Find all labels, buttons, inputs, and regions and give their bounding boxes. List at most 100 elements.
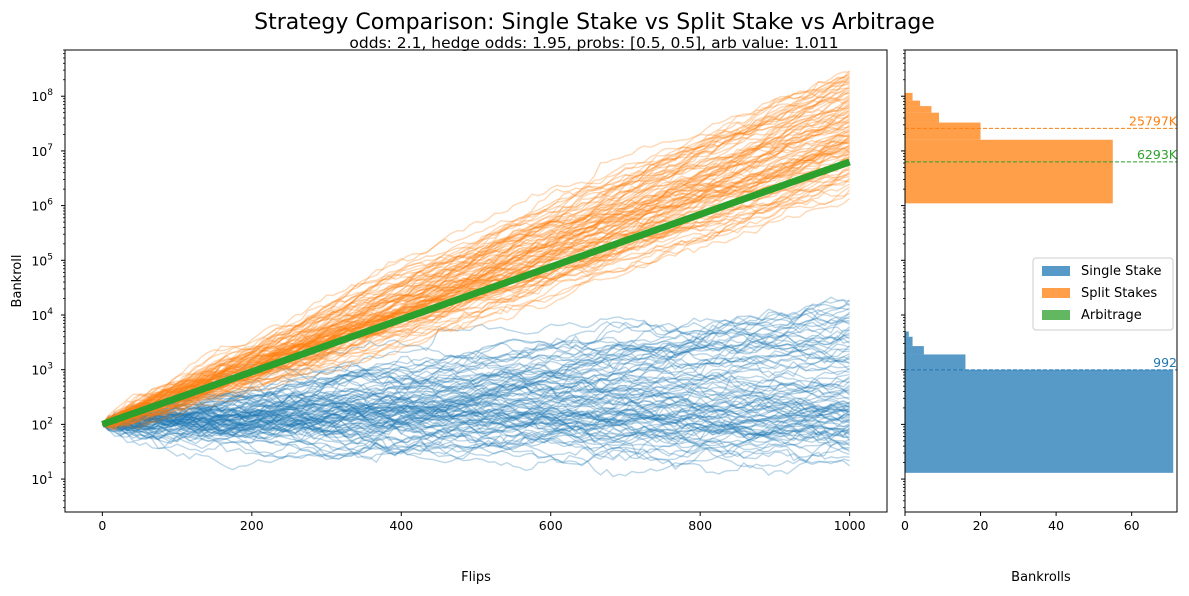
split-stakes-path [101, 134, 850, 425]
split-stakes-path [102, 71, 850, 426]
hist-y-ticks [901, 49, 905, 509]
single-stake-path [102, 315, 850, 428]
split-stakes-path [101, 120, 850, 425]
split-stakes-path [102, 179, 850, 426]
split-stakes-path [102, 81, 850, 426]
single-stake-path [102, 399, 851, 442]
single-stake-path [102, 402, 850, 451]
x-tick-label: 20 [973, 518, 989, 533]
split-stakes-path [102, 106, 850, 426]
single-stake-path [102, 392, 850, 448]
single-stake-path [101, 296, 850, 425]
split-stakes-path [102, 95, 850, 426]
split-stakes-path [101, 178, 850, 425]
split-stakes-path [101, 128, 850, 425]
single-stake-path [102, 412, 850, 446]
split-stakes-path [102, 197, 851, 426]
single-stake-path [102, 389, 850, 438]
legend-swatch [1042, 310, 1070, 320]
single-stake-path [102, 379, 850, 434]
single-stake-path [101, 330, 850, 425]
split-stakes-path [102, 75, 851, 426]
single-stake-path [102, 404, 850, 444]
split-stakes-path [102, 97, 851, 426]
single-stake-path [101, 370, 851, 431]
main-y-ticks: 101 102 103 104 105 106 107 108 [31, 49, 65, 509]
single-stake-path [102, 423, 850, 462]
single-stake-path [101, 326, 851, 425]
legend-label: Split Stakes [1081, 286, 1157, 301]
single-stake-path [102, 303, 850, 427]
single-stake-path [102, 402, 850, 429]
y-tick-label: 101 [31, 471, 53, 487]
single-stake-path [102, 387, 850, 437]
split-stakes-path [102, 170, 851, 427]
split-stakes-path [102, 146, 851, 426]
bankroll-histogram: 992 25797K 6293K 0 20 40 60 Bankrolls Single … [901, 49, 1178, 585]
main-axes-frame [64, 49, 888, 513]
single-stake-path [102, 399, 850, 444]
single-stake-path [102, 351, 851, 439]
y-tick-label: 108 [31, 88, 53, 104]
split-stakes-path [102, 125, 850, 426]
single-stake-path [101, 392, 850, 446]
hist-bar [905, 346, 924, 355]
split-stakes-path [101, 90, 850, 425]
split-stakes-path [102, 147, 850, 429]
mean-label: 25797K [1129, 113, 1178, 128]
split-stakes-path [102, 135, 851, 426]
split-stakes-path [102, 72, 851, 426]
single-stake-path [102, 365, 850, 432]
split-stakes-path [102, 115, 850, 426]
single-stake-path [101, 299, 851, 427]
figure-title: Strategy Comparison: Single Stake vs Spl… [254, 10, 935, 35]
x-tick-label: 40 [1048, 518, 1064, 533]
figure-subtitle: odds: 2.1, hedge odds: 1.95, probs: [0.5… [349, 34, 838, 52]
hist-bar [905, 112, 939, 123]
single-stake-path [101, 396, 850, 435]
single-stake-path [102, 402, 850, 454]
single-stake-path [102, 386, 850, 426]
single-stake-path [101, 318, 850, 425]
split-stakes-path [102, 73, 850, 426]
legend-item-split-stakes: Split Stakes [1042, 286, 1157, 301]
single-stake-path [101, 391, 850, 431]
single-stake-path [102, 311, 851, 426]
hist-bar [905, 336, 913, 347]
split-stakes-path [102, 141, 850, 431]
split-stakes-path [102, 92, 850, 426]
single-stake-path [102, 420, 850, 457]
split-stakes-path [102, 80, 850, 426]
single-stake-path [102, 407, 850, 451]
single-stake-path [101, 355, 850, 425]
single-stake-path [102, 407, 850, 445]
single-stake-path [102, 311, 850, 434]
single-stake-path [102, 330, 850, 431]
single-stake-path [102, 404, 850, 445]
single-stake-path [102, 313, 850, 427]
split-stakes-path [102, 119, 850, 426]
single-stake-path [102, 309, 850, 426]
single-stake-path [102, 386, 850, 426]
single-stake-path [102, 406, 850, 464]
y-tick-label: 104 [31, 307, 53, 323]
split-stakes-path [102, 153, 850, 428]
single-stake-path [102, 411, 850, 449]
legend-item-arbitrage: Arbitrage [1042, 308, 1142, 323]
single-stake-path [102, 328, 851, 440]
legend-label: Single Stake [1081, 264, 1161, 279]
x-tick-label: 400 [389, 518, 413, 533]
split-stakes-path [102, 91, 850, 426]
split-stakes-path [102, 113, 850, 426]
single-stake-path [101, 303, 850, 431]
single-stake-path [102, 388, 851, 449]
split-stakes-path [102, 148, 850, 426]
single-stake-path [102, 399, 850, 426]
single-stake-path [101, 393, 851, 447]
split-stakes-path [102, 129, 850, 429]
single-stake-path [102, 373, 850, 431]
main-x-ticks: 0 200 400 600 800 1000 [98, 512, 866, 533]
single-stake-path [102, 377, 850, 445]
single-stake-path [102, 391, 850, 433]
split-stakes-path [102, 98, 850, 426]
